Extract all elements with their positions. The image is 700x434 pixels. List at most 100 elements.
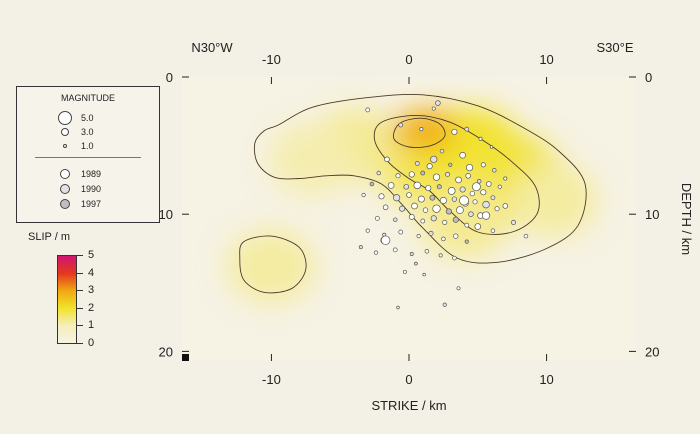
x-tick-label-top: 0 <box>405 52 412 67</box>
axis-tick-labels: -10 -10 0 0 10 10 0 0 10 10 20 20 <box>159 52 660 387</box>
legend-item-1997: 1997 <box>57 197 101 211</box>
slip-patch <box>227 229 316 303</box>
slip-colorbar-tick <box>77 272 83 274</box>
aftershock-point <box>398 229 404 235</box>
aftershock-point <box>395 173 401 179</box>
aftershock-point <box>422 207 429 213</box>
aftershock-point <box>420 218 426 224</box>
aftershock-point <box>464 126 470 132</box>
x-tick-label-bottom: -10 <box>262 372 281 387</box>
aftershock-point <box>438 253 443 258</box>
aftershock-point <box>448 162 453 167</box>
aftershock-point <box>374 215 380 221</box>
legend-box: MAGNITUDE 5.0 3.0 1.0 1989 1990 1997 <box>16 86 160 223</box>
aftershock-point <box>411 202 418 210</box>
slip-contour-2m <box>373 114 540 235</box>
slip-colorbar-tick-label: 0 <box>88 337 95 349</box>
aftershock-point <box>441 236 446 242</box>
aftershock-point <box>361 192 366 198</box>
aftershock-point <box>503 176 508 181</box>
slip-contour-1m <box>253 93 587 264</box>
aftershock-point <box>432 173 441 181</box>
aftershock-point <box>451 128 458 135</box>
aftershock-point <box>378 193 385 200</box>
slip-colorbar-tick-label: 5 <box>88 249 95 261</box>
direction-label-right: S30°E <box>596 40 633 55</box>
slip-colorbar-tick-label: 1 <box>88 319 95 332</box>
legend-label: 1989 <box>81 169 102 179</box>
aftershock-point <box>486 181 492 187</box>
aftershock-point <box>419 127 424 132</box>
aftershock-point <box>497 184 502 189</box>
aftershock-point <box>445 171 451 177</box>
aftershock-point <box>429 194 436 201</box>
legend-item-mag-1: 1.0 <box>57 139 94 153</box>
slip-contours <box>239 93 587 294</box>
slip-patch <box>509 163 598 238</box>
slip-colorbar-tick-label: 4 <box>88 266 95 279</box>
aftershock-point <box>490 195 496 201</box>
aftershock-point <box>456 286 461 291</box>
aftershock-point <box>393 217 398 222</box>
aftershock-point <box>406 192 412 198</box>
aftershock-point <box>447 187 456 195</box>
legend-item-1989: 1989 <box>57 167 101 181</box>
magnitude-legend-title: MAGNITUDE <box>61 93 115 103</box>
legend-item-mag-3: 3.0 <box>57 125 94 139</box>
y-tick-label-right: 20 <box>645 344 659 359</box>
aftershock-point <box>490 228 496 233</box>
aftershock-point <box>439 148 445 154</box>
aftershock-point <box>478 136 483 141</box>
aftershock-point <box>472 182 481 192</box>
aftershock-point <box>430 215 437 222</box>
aftershock-point <box>456 206 464 214</box>
legend-label: 5.0 <box>81 113 94 123</box>
direction-label-left: N30°W <box>191 40 233 55</box>
legend-item-1990: 1990 <box>57 182 101 196</box>
x-tick-label-bottom: 10 <box>539 372 553 387</box>
aftershock-point <box>469 190 475 197</box>
aftershock-point <box>465 163 474 172</box>
x-tick-label-top: 10 <box>539 52 553 67</box>
aftershock-point <box>393 194 401 202</box>
aftershock-point <box>424 249 430 254</box>
aftershock-point <box>358 245 363 250</box>
aftershock-point <box>376 170 381 176</box>
year-1990-marker <box>60 184 70 194</box>
aftershock-point <box>436 184 442 190</box>
slip-colorbar-tick-label: 2 <box>88 301 95 314</box>
aftershock-point <box>459 195 469 206</box>
aftershock-point <box>468 211 474 217</box>
aftershock-point <box>425 185 432 192</box>
aftershock-point <box>426 163 433 170</box>
aftershock-point <box>422 272 426 277</box>
aftershock-point <box>481 211 491 220</box>
aftershock-point <box>459 186 466 193</box>
aftershock-point <box>408 214 415 220</box>
aftershock-point <box>453 233 459 239</box>
aftershock-point <box>408 171 415 178</box>
legend-label: 3.0 <box>81 127 94 137</box>
aftershock-point <box>417 195 425 203</box>
aftershock-point <box>413 181 421 190</box>
magnitude-5-marker <box>58 111 72 125</box>
aftershock-point <box>420 170 426 176</box>
year-1997-marker <box>60 199 70 209</box>
slip-colorbar-tick-label: 3 <box>88 284 95 297</box>
legend-label: 1.0 <box>81 141 94 151</box>
aftershock-point <box>399 205 406 212</box>
y-tick-label-right: 10 <box>645 207 659 222</box>
legend-item-mag-5: 5.0 <box>57 111 94 125</box>
aftershock-point <box>452 255 457 261</box>
magnitude-3-marker <box>61 128 69 136</box>
aftershock-point <box>502 203 509 209</box>
aftershock-point <box>373 250 379 255</box>
slip-patch <box>268 122 357 196</box>
aftershock-point <box>482 200 490 209</box>
aftershock-point <box>492 168 497 173</box>
aftershock-point <box>416 234 421 239</box>
aftershock-point <box>380 235 391 245</box>
aftershock-point <box>403 183 410 190</box>
aftershock-point <box>432 204 441 213</box>
